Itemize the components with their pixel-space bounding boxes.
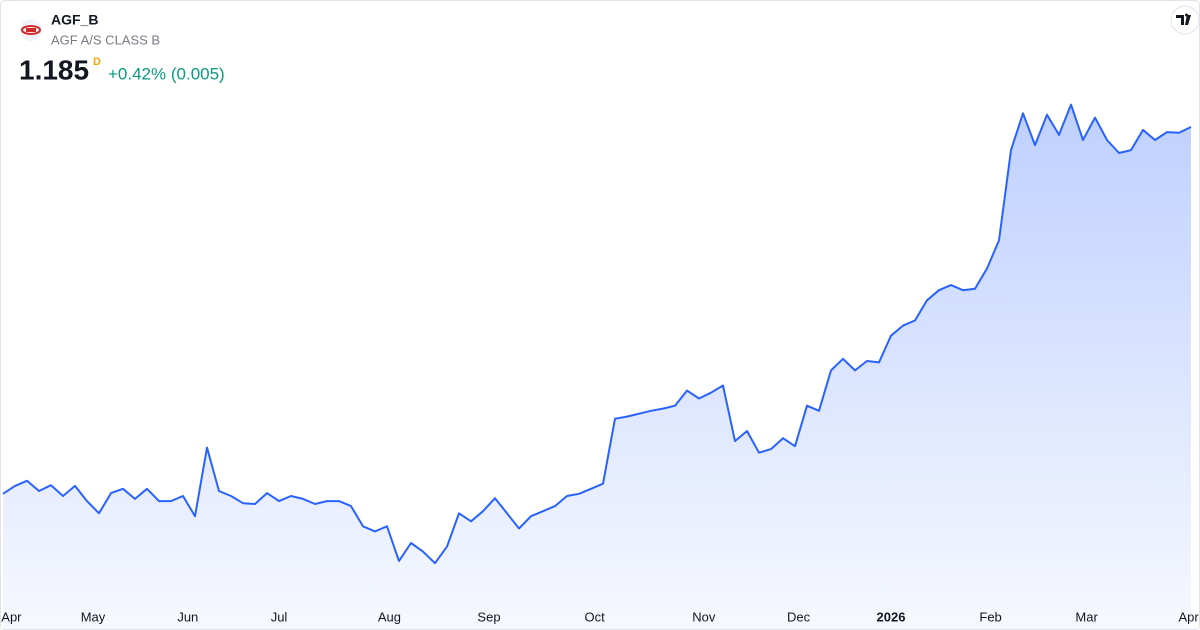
x-tick-label: Mar (1075, 609, 1098, 624)
x-tick-label: Oct (584, 609, 605, 624)
description: AGF A/S CLASS B (51, 32, 160, 47)
plot-area (2, 103, 1192, 630)
x-tick-label: Feb (979, 609, 1001, 624)
x-tick-label: Apr (1, 609, 22, 624)
price-change: +0.42% (0.005) (108, 64, 225, 83)
x-tick-label: Nov (692, 609, 716, 624)
x-tick-label: 2026 (877, 609, 906, 624)
logo (20, 19, 42, 41)
x-tick-label: Dec (787, 609, 811, 624)
x-tick-label: Aug (378, 609, 401, 624)
last-price: 1.185 (19, 54, 89, 85)
area-fill (3, 104, 1191, 630)
tv-logo[interactable] (1170, 5, 1200, 35)
x-tick-label: May (81, 609, 106, 624)
x-tick-label: Jun (177, 609, 198, 624)
symbol: AGF_B (51, 12, 98, 28)
x-tick-label: Jul (271, 609, 288, 624)
x-tick-label: Sep (477, 609, 500, 624)
x-tick-label: Apr (1178, 609, 1199, 624)
interval: D (93, 56, 101, 68)
price-line (2, 103, 1192, 565)
